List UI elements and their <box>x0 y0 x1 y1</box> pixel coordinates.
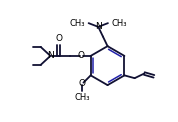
Text: O: O <box>79 79 86 88</box>
Text: O: O <box>55 34 62 43</box>
Text: N: N <box>95 22 102 31</box>
Text: CH₃: CH₃ <box>75 93 90 102</box>
Text: N: N <box>47 51 54 60</box>
Text: CH₃: CH₃ <box>69 19 85 28</box>
Text: O: O <box>78 51 85 60</box>
Text: CH₃: CH₃ <box>112 19 127 28</box>
